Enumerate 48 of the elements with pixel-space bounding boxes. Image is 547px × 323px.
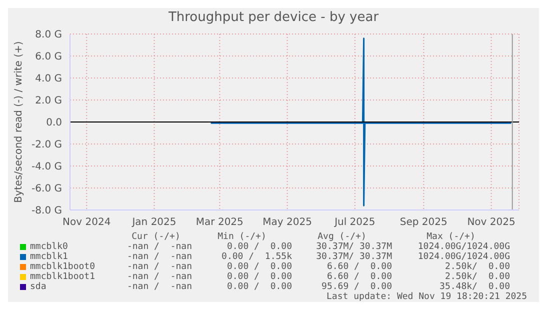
text: 35.48k/ 0.00 xyxy=(438,282,510,292)
text: Avg (-/+) xyxy=(316,232,368,242)
text: -nan / -nan xyxy=(126,272,192,282)
text: -nan / -nan xyxy=(126,252,192,262)
text: Last update: Wed Nov 19 18:20:21 2025 xyxy=(326,292,527,302)
y-tick-label: -8.0 G xyxy=(32,206,62,217)
text: -nan / -nan xyxy=(126,242,192,252)
text: Cur (-/+) xyxy=(130,232,182,242)
text: 6.60 / 0.00 xyxy=(326,272,392,282)
text: 0.00 / 0.00 xyxy=(226,282,292,292)
legend-label: mmcblk1boot0 xyxy=(29,262,96,272)
x-tick-label: Jul 2025 xyxy=(334,217,376,228)
text: 2.50k/ 0.00 xyxy=(444,262,510,272)
text: 2.50k/ 0.00 xyxy=(444,272,510,282)
text: 30.37M/ 30.37M xyxy=(315,242,392,252)
chart-title: Throughput per device - by year xyxy=(167,9,380,27)
text: Max (-/+) xyxy=(426,232,476,242)
text: -nan / -nan xyxy=(126,282,192,292)
x-tick-label: Mar 2025 xyxy=(196,217,244,228)
text: 6.60 / 0.00 xyxy=(326,262,392,272)
x-tick-label: Nov 2024 xyxy=(62,217,111,228)
text: -nan / -nan xyxy=(126,262,192,272)
y-tick-label: 8.0 G xyxy=(35,30,62,41)
y-tick-label: -4.0 G xyxy=(32,162,62,173)
text: Min (-/+) xyxy=(216,232,268,242)
y-tick-label: 4.0 G xyxy=(35,74,62,85)
y-tick-label: 2.0 G xyxy=(35,96,62,107)
y-tick-label: -2.0 G xyxy=(32,140,62,151)
text: 0.00 / 0.00 xyxy=(226,272,292,282)
y-tick-label: 0.0 xyxy=(46,118,62,129)
x-tick-label: Jan 2025 xyxy=(131,217,176,228)
text: 0.00 / 0.00 xyxy=(226,242,292,252)
legend-label: sda xyxy=(29,282,48,292)
x-tick-label: Nov 2025 xyxy=(467,217,516,228)
legend-label: mmcblk1 xyxy=(29,252,69,262)
text: 95.69 / 0.00 xyxy=(320,282,392,292)
text: 30.37M/ 30.37M xyxy=(315,252,392,262)
y-tick-label: -6.0 G xyxy=(32,184,62,195)
text: 1024.00G/1024.00G xyxy=(416,252,510,262)
text: 0.00 / 1.55k xyxy=(220,252,292,262)
legend-label: mmcblk1boot1 xyxy=(29,272,96,282)
y-axis-title: Bytes/second read (-) / write (+) xyxy=(14,41,25,203)
legend-label: mmcblk0 xyxy=(29,242,69,252)
x-tick-label: Sep 2025 xyxy=(400,217,448,228)
y-tick-label: 6.0 G xyxy=(35,52,62,63)
text: 1024.00G/1024.00G xyxy=(416,242,510,252)
x-tick-label: May 2025 xyxy=(262,217,312,228)
text: 0.00 / 0.00 xyxy=(226,262,292,272)
